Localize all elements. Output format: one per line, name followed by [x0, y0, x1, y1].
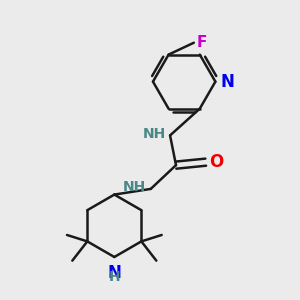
Text: NH: NH	[142, 127, 166, 141]
Text: F: F	[196, 35, 207, 50]
Text: O: O	[209, 153, 224, 171]
Text: N: N	[221, 73, 235, 91]
Text: H: H	[109, 270, 120, 284]
Text: N: N	[107, 263, 121, 281]
Text: NH: NH	[123, 180, 146, 194]
